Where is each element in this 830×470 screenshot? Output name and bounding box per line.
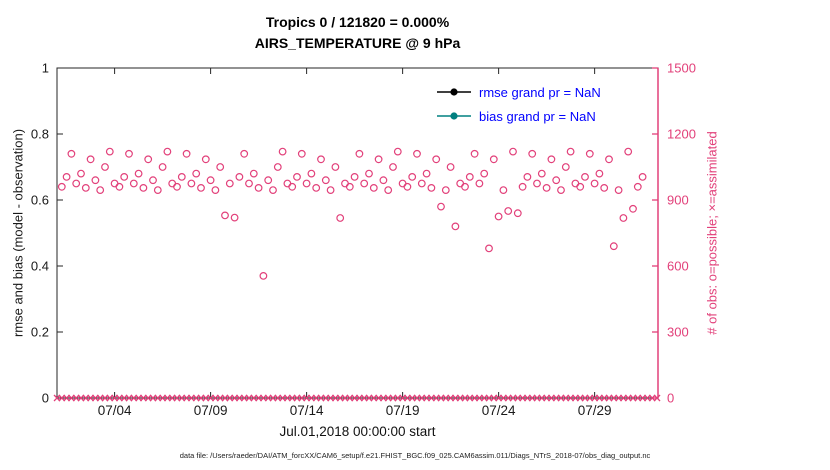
possible-obs-markers [57,147,647,280]
y-left-tick-label: 0.4 [31,259,49,274]
assimilated-obs-markers [53,394,661,402]
x-tick-label: 07/29 [578,403,612,418]
chart-title: Tropics 0 / 121820 = 0.000% AIRS_TEMPERA… [57,14,658,51]
y-left-tick-label: 0.6 [31,193,49,208]
y-right-tick-label: 300 [667,325,689,340]
y-left-tick-label: 0 [42,391,49,406]
y-right-tick-label: 900 [667,193,689,208]
legend-item-rmse: rmse grand pr = NaN [437,82,601,102]
y-right-tick-label: 0 [667,391,674,406]
rmse-line-dot-icon [437,88,471,96]
title-line-2: AIRS_TEMPERATURE @ 9 hPa [254,35,461,51]
data-file-caption: data file: /Users/raeder/DAI/ATM_forcXX/… [179,451,651,460]
y-left-tick-label: 1 [42,61,49,76]
bias-line-dot-icon [437,112,471,120]
legend: rmse grand pr = NaN bias grand pr = NaN [433,80,605,128]
legend-item-bias: bias grand pr = NaN [437,106,601,126]
x-tick-label: 07/14 [290,403,324,418]
x-tick-label: 07/04 [98,403,132,418]
x-axis-label: Jul.01,2018 00:00:00 start [279,424,436,439]
y-right-tick-label: 1500 [667,61,696,76]
y-right-tick-label: 600 [667,259,689,274]
legend-label-bias: bias grand pr = NaN [479,108,596,124]
legend-label-rmse: rmse grand pr = NaN [479,84,601,100]
y-left-tick-label: 0.2 [31,325,49,340]
y-right-tick-label: 1200 [667,127,696,142]
x-tick-label: 07/19 [386,403,420,418]
x-tick-label: 07/09 [194,403,228,418]
x-tick-label: 07/24 [482,403,516,418]
title-line-1: Tropics 0 / 121820 = 0.000% [265,14,450,30]
y-left-tick-label: 0.8 [31,127,49,142]
